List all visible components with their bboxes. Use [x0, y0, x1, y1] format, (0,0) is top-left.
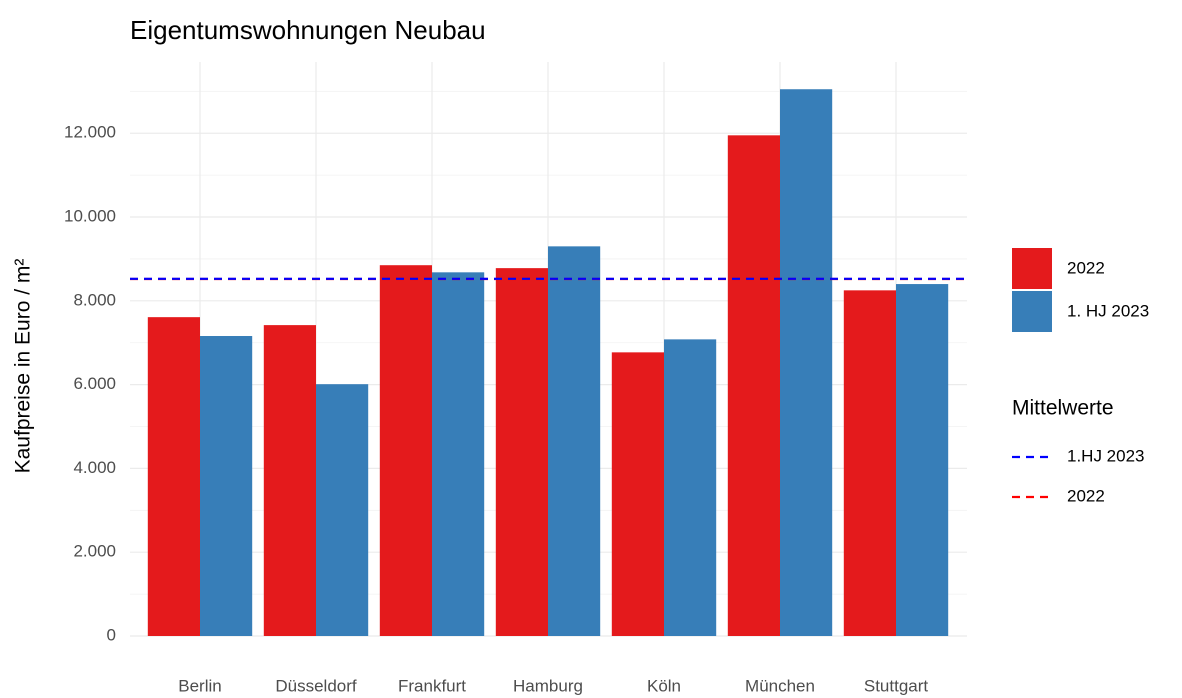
y-tick-label: 8.000 — [73, 290, 116, 309]
bar — [611, 352, 664, 636]
x-tick-label: Hamburg — [513, 676, 583, 695]
bar — [316, 384, 369, 636]
legend-label: 1.HJ 2023 — [1067, 446, 1145, 465]
y-tick-label: 4.000 — [73, 458, 116, 477]
x-tick-label: Stuttgart — [864, 676, 929, 695]
bar — [263, 325, 316, 636]
legend-label: 2022 — [1067, 258, 1105, 277]
bar — [548, 246, 601, 636]
bar — [727, 135, 780, 636]
y-tick-label: 12.000 — [64, 123, 116, 142]
legend-label: 1. HJ 2023 — [1067, 301, 1149, 320]
legend-title: Mittelwerte — [1012, 397, 1114, 420]
x-tick-label: Frankfurt — [398, 676, 466, 695]
bar — [780, 89, 833, 636]
x-tick-label: Düsseldorf — [275, 676, 357, 695]
bar — [432, 272, 485, 636]
x-tick-label: Berlin — [178, 676, 221, 695]
bar — [664, 339, 717, 636]
bar — [379, 265, 432, 636]
legend-label: 2022 — [1067, 486, 1105, 505]
bar — [896, 284, 949, 636]
bar — [200, 336, 253, 636]
y-axis-label: Kaufpreise in Euro / m² — [12, 259, 35, 474]
bar — [495, 268, 548, 636]
x-tick-label: München — [745, 676, 815, 695]
x-tick-label: Köln — [647, 676, 681, 695]
bar — [147, 317, 200, 636]
y-tick-label: 6.000 — [73, 374, 116, 393]
legend-key — [1012, 291, 1052, 332]
y-tick-label: 0 — [107, 625, 116, 644]
bar — [843, 290, 896, 636]
y-tick-label: 10.000 — [64, 207, 116, 226]
legend-key — [1012, 248, 1052, 289]
y-tick-label: 2.000 — [73, 542, 116, 561]
chart-title: Eigentumswohnungen Neubau — [130, 15, 486, 45]
